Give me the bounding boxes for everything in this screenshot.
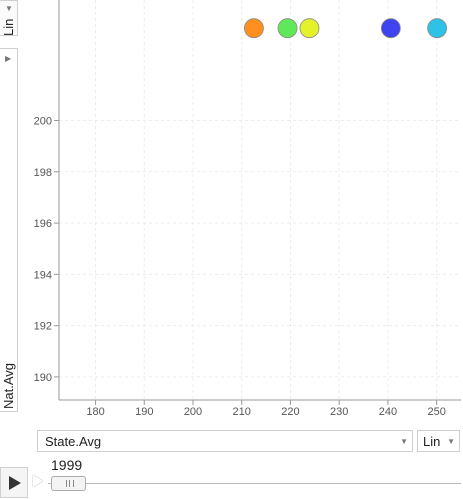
x-tick-label: 180 bbox=[86, 406, 104, 418]
data-point[interactable] bbox=[277, 18, 298, 39]
x-tick-label: 220 bbox=[281, 406, 299, 418]
time-slider-track[interactable] bbox=[48, 483, 461, 484]
x-tick-label: 200 bbox=[184, 406, 202, 418]
dropdown-arrow-icon: ▼ bbox=[447, 437, 455, 446]
y-tick-label: 190 bbox=[34, 372, 52, 384]
time-slider-handle[interactable] bbox=[51, 476, 86, 491]
play-button[interactable] bbox=[0, 467, 28, 498]
scatter-plot: 180 190 200 210 220 230 240 250 190 192 194 196 198 2… bbox=[34, 0, 461, 418]
step-button[interactable] bbox=[31, 474, 45, 488]
x-tick-label: 240 bbox=[379, 406, 397, 418]
y-axis-scale-select[interactable]: ▼ Lin bbox=[0, 0, 18, 36]
y-tick-label: 192 bbox=[34, 321, 52, 333]
data-point[interactable] bbox=[299, 18, 320, 39]
y-tick-label: 198 bbox=[34, 167, 52, 179]
step-forward-icon bbox=[33, 475, 43, 487]
data-point[interactable] bbox=[427, 18, 448, 39]
x-tick-label: 190 bbox=[135, 406, 153, 418]
dropdown-arrow-icon: ▶ bbox=[5, 54, 12, 63]
data-point[interactable] bbox=[380, 18, 401, 39]
x-tick-label: 250 bbox=[427, 406, 445, 418]
x-tick-label: 230 bbox=[330, 406, 348, 418]
y-tick-label: 200 bbox=[34, 116, 52, 128]
x-axis-scale-select[interactable]: Lin ▼ bbox=[417, 430, 460, 452]
year-label: 1999 bbox=[51, 457, 83, 473]
x-axis-variable-label: State.Avg bbox=[45, 434, 102, 449]
y-axis-variable-select[interactable]: ▶ Nat.Avg bbox=[0, 48, 18, 412]
data-point[interactable] bbox=[244, 18, 264, 39]
play-icon bbox=[9, 476, 21, 490]
grip-icon bbox=[66, 480, 74, 487]
dropdown-arrow-icon: ▼ bbox=[5, 4, 13, 13]
x-axis-scale-label: Lin bbox=[423, 434, 441, 449]
x-axis-variable-select[interactable]: State.Avg ▼ bbox=[37, 430, 413, 452]
dropdown-arrow-icon: ▼ bbox=[400, 437, 408, 446]
y-tick-label: 194 bbox=[34, 269, 52, 281]
y-tick-label: 196 bbox=[34, 218, 52, 230]
x-tick-label: 210 bbox=[233, 406, 251, 418]
